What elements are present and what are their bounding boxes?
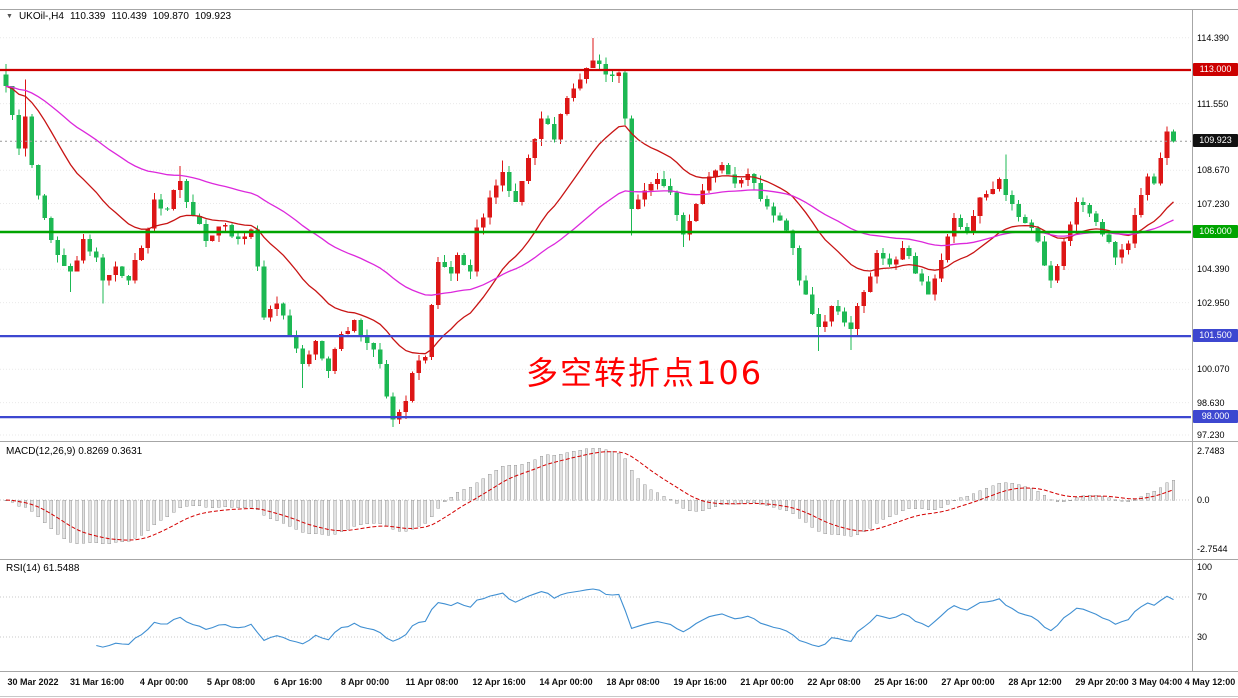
level-lines-layer (0, 68, 1191, 419)
macd-axis-label: 2.7483 (1197, 446, 1225, 456)
macd-histogram (4, 447, 1176, 545)
rsi-axis-label: 100 (1197, 562, 1213, 572)
frame-layer (0, 9, 1238, 697)
ma-fast-line (5, 85, 1174, 355)
macd-axis-label: -2.7544 (1197, 544, 1228, 554)
price-tick-label: 98.630 (1197, 398, 1225, 408)
time-label: 11 Apr 08:00 (405, 677, 459, 687)
time-label: 5 Apr 08:00 (206, 677, 256, 687)
price-tick-label: 114.390 (1197, 33, 1229, 43)
chart-header: ▼ UKOil-,H4 110.339 110.439 109.870 109.… (6, 11, 231, 22)
price-tag-current-price[interactable]: 109.923 (1193, 134, 1238, 147)
ohlc-high-value: 110.439 (111, 11, 147, 22)
time-label: 29 Apr 20:00 (1075, 677, 1129, 687)
price-tag-resistance-113[interactable]: 113.000 (1193, 63, 1238, 76)
price-tick-label: 104.390 (1197, 264, 1230, 274)
ohlc-close-value: 109.923 (194, 11, 232, 22)
symbol-timeframe-label: UKOil-,H4 (18, 11, 64, 22)
time-label: 3 May 04:00 (1131, 677, 1183, 687)
price-tick-label: 107.230 (1197, 199, 1230, 209)
time-label: 12 Apr 16:00 (472, 677, 526, 687)
time-label: 4 May 12:00 (1184, 677, 1236, 687)
time-label: 4 Apr 00:00 (139, 677, 189, 687)
rsi-line (96, 588, 1174, 648)
ohlc-low-value: 109.870 (152, 11, 189, 22)
ma-layer (5, 85, 1174, 355)
rsi-axis-label: 30 (1197, 632, 1208, 642)
ohlc-open-value: 110.339 (69, 11, 106, 22)
price-tick-label: 97.230 (1197, 430, 1225, 440)
price-tag-pivot-106[interactable]: 106.000 (1193, 225, 1238, 238)
price-tick-label: 111.550 (1197, 99, 1229, 109)
time-label: 22 Apr 08:00 (807, 677, 861, 687)
price-tick-label: 102.950 (1197, 298, 1230, 308)
time-label: 21 Apr 00:00 (740, 677, 794, 687)
time-label: 28 Apr 12:00 (1008, 677, 1062, 687)
macd-axis-label: 0.0 (1197, 495, 1210, 505)
ma-slow-line (5, 85, 1174, 296)
time-label: 31 Mar 16:00 (69, 677, 125, 687)
macd-signal-line (5, 451, 1174, 541)
time-label: 6 Apr 16:00 (273, 677, 323, 687)
time-label: 8 Apr 00:00 (340, 677, 390, 687)
price-tag-support-101500[interactable]: 101.500 (1193, 329, 1238, 342)
macd-label: MACD(12,26,9) 0.8269 0.3631 (6, 446, 143, 457)
price-tick-label: 108.670 (1197, 165, 1230, 175)
time-label: 30 Mar 2022 (7, 677, 59, 687)
grid-layer (0, 37, 1191, 436)
time-label: 18 Apr 08:00 (606, 677, 660, 687)
chart-annotation-text[interactable]: 多空转折点106 (526, 354, 764, 392)
time-label: 27 Apr 00:00 (941, 677, 995, 687)
time-label: 14 Apr 00:00 (539, 677, 593, 687)
time-label: 25 Apr 16:00 (874, 677, 928, 687)
price-tick-label: 100.070 (1197, 364, 1230, 374)
rsi-axis-label: 70 (1197, 592, 1208, 602)
rsi-label: RSI(14) 61.5488 (6, 563, 80, 574)
symbol-marker-icon: ▼ (6, 12, 13, 20)
price-tag-support-98000[interactable]: 98.000 (1193, 410, 1238, 423)
time-label: 19 Apr 16:00 (673, 677, 727, 687)
